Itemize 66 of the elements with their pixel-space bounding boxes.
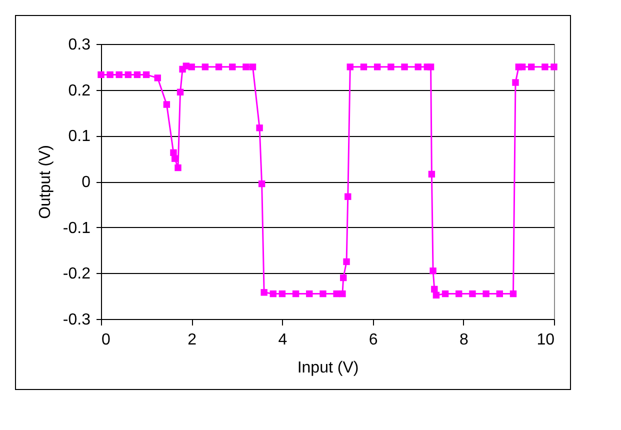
point xyxy=(427,64,434,70)
point xyxy=(346,64,354,70)
point xyxy=(442,290,449,298)
y-tick-label: -0.1 xyxy=(62,220,91,237)
point xyxy=(401,64,408,70)
point xyxy=(344,193,352,200)
point xyxy=(215,64,222,70)
point xyxy=(542,64,548,70)
point xyxy=(306,290,313,298)
point xyxy=(171,155,178,162)
point xyxy=(431,286,438,293)
point xyxy=(512,79,519,86)
y-tick-label: 0.2 xyxy=(68,82,91,100)
point xyxy=(124,71,132,78)
y-axis-title: Output (V) xyxy=(36,145,54,219)
point xyxy=(134,71,141,78)
point xyxy=(510,290,517,298)
y-tick-label: -0.2 xyxy=(62,266,91,283)
point xyxy=(260,289,268,296)
y-tick-label: 0 xyxy=(82,174,91,191)
point xyxy=(430,268,436,274)
x-tick-label: 0 xyxy=(102,332,110,348)
point xyxy=(340,274,347,282)
point xyxy=(202,64,209,70)
point xyxy=(106,71,114,78)
point xyxy=(528,64,535,70)
point xyxy=(154,74,161,82)
point xyxy=(116,71,122,78)
x-tick-label: 2 xyxy=(188,332,197,348)
point xyxy=(432,292,440,299)
point xyxy=(360,64,368,70)
point xyxy=(249,64,256,70)
point xyxy=(278,290,286,298)
x-tick-label: 8 xyxy=(459,332,468,348)
point xyxy=(414,64,422,70)
point xyxy=(496,290,503,298)
point xyxy=(456,290,462,298)
y-tick-label: 0.1 xyxy=(68,128,91,146)
point xyxy=(176,88,184,96)
x-tick-label: 4 xyxy=(278,332,288,348)
point xyxy=(292,290,300,298)
point xyxy=(374,64,381,70)
point xyxy=(256,124,263,132)
x-axis-title: Input (V) xyxy=(297,360,359,376)
point xyxy=(98,71,104,78)
point xyxy=(388,64,394,70)
y-tick-label: -0.3 xyxy=(62,312,91,328)
x-tick-label: 10 xyxy=(536,332,555,348)
point xyxy=(242,64,250,70)
point xyxy=(188,64,195,70)
point xyxy=(482,290,490,298)
point xyxy=(339,290,346,298)
point xyxy=(258,180,266,188)
y-tick-label: 0.3 xyxy=(68,36,91,54)
point xyxy=(229,64,236,70)
point xyxy=(142,71,150,78)
point xyxy=(428,170,436,178)
point xyxy=(270,290,276,298)
x-tick-label: 6 xyxy=(368,332,378,348)
point xyxy=(469,290,476,298)
point xyxy=(518,64,526,70)
point xyxy=(174,164,182,172)
point xyxy=(163,101,170,108)
point xyxy=(320,290,326,298)
point xyxy=(343,258,350,266)
point xyxy=(550,64,558,70)
